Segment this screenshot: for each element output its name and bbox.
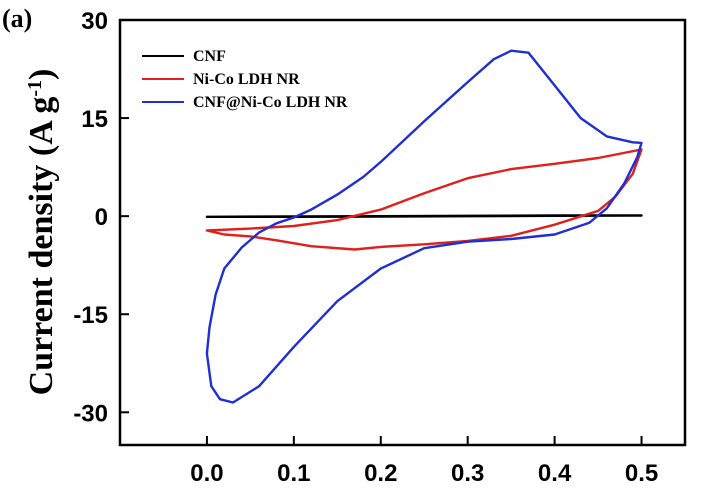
x-tick-label: 0.2 bbox=[364, 460, 397, 487]
y-tick-label: 0 bbox=[95, 204, 108, 231]
y-tick-label: 15 bbox=[81, 106, 108, 133]
x-tick-label: 0.3 bbox=[451, 460, 484, 487]
y-axis-title: Current density (A g-1) bbox=[23, 69, 60, 396]
x-tick-label: 0.5 bbox=[625, 460, 658, 487]
series-line-nico-ldh bbox=[205, 148, 643, 251]
panel-label: (a) bbox=[2, 4, 32, 33]
plot-frame bbox=[118, 18, 687, 447]
legend-label-nico-ldh: Ni-Co LDH NR bbox=[193, 71, 300, 88]
ticks-layer: 0.0 0.1 0.2 0.3 0.4 0.5 -30 -15 0 15 30 bbox=[73, 8, 658, 487]
series-line-cnf-nico-ldh bbox=[205, 49, 643, 404]
x-tick-label: 0.4 bbox=[538, 460, 572, 487]
y-tick-label: 30 bbox=[81, 8, 108, 35]
y-axis-title-main: Current density (A g bbox=[23, 97, 60, 396]
legend-label-cnf: CNF bbox=[193, 48, 226, 65]
y-axis-title-sup: -1 bbox=[24, 80, 46, 97]
legend-label-cnf-nico-ldh: CNF@Ni-Co LDH NR bbox=[193, 94, 348, 111]
series-layer bbox=[205, 49, 643, 404]
y-tick-label: -15 bbox=[73, 302, 108, 329]
y-tick-label: -30 bbox=[73, 400, 108, 427]
x-tick-label: 0.0 bbox=[190, 460, 223, 487]
legend: CNF Ni-Co LDH NR CNF@Ni-Co LDH NR bbox=[142, 48, 348, 111]
y-axis-title-end: ) bbox=[23, 69, 60, 80]
x-tick-label: 0.1 bbox=[277, 460, 310, 487]
